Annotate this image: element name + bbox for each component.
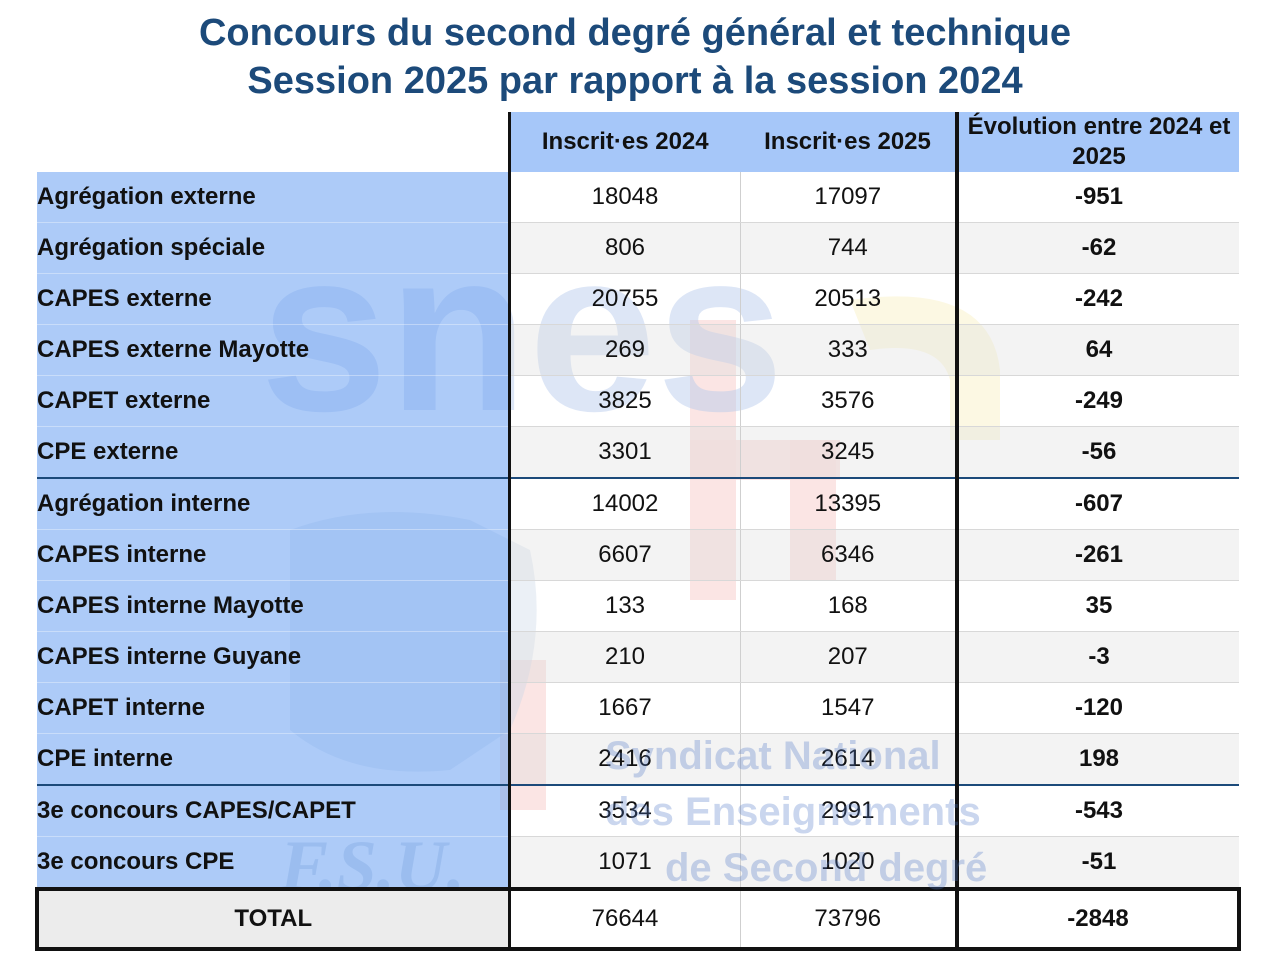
table-row: Agrégation externe 18048 17097 -951 <box>37 172 1239 223</box>
table-row: CAPES interne 6607 6346 -261 <box>37 529 1239 581</box>
header-evolution: Évolution entre 2024 et 2025 <box>955 112 1239 172</box>
cell-evolution: -543 <box>955 785 1239 837</box>
row-label: Agrégation externe <box>37 172 509 223</box>
cell-evolution: -249 <box>955 375 1239 427</box>
row-label: CPE externe <box>37 426 509 479</box>
table-row: CAPES interne Guyane 210 207 -3 <box>37 631 1239 683</box>
row-label: CAPET interne <box>37 682 509 734</box>
cell-2025: 207 <box>739 631 957 683</box>
table-row: CAPES externe 20755 20513 -242 <box>37 273 1239 325</box>
total-2024: 76644 <box>507 887 740 951</box>
table-row: CAPES externe Mayotte 269 333 64 <box>37 324 1239 376</box>
cell-2024: 269 <box>507 324 740 376</box>
row-label: 3e concours CAPES/CAPET <box>37 785 509 837</box>
cell-evolution: -261 <box>955 529 1239 581</box>
cell-2024: 6607 <box>507 529 740 581</box>
total-label: TOTAL <box>35 887 509 951</box>
cell-2024: 210 <box>507 631 740 683</box>
cell-2025: 333 <box>739 324 957 376</box>
cell-2024: 3301 <box>507 426 740 479</box>
cell-2025: 20513 <box>739 273 957 325</box>
table-row: 3e concours CPE 1071 1020 -51 <box>37 836 1239 890</box>
cell-evolution: 35 <box>955 580 1239 632</box>
total-row: TOTAL 76644 73796 -2848 <box>35 887 1241 951</box>
table-row: CPE externe 3301 3245 -56 <box>37 426 1239 479</box>
cell-evolution: -242 <box>955 273 1239 325</box>
row-label: CAPET externe <box>37 375 509 427</box>
page-title-line-1: Concours du second degré général et tech… <box>198 12 1072 54</box>
cell-evolution: -51 <box>955 836 1239 890</box>
cell-evolution: -56 <box>955 426 1239 479</box>
table-row: Agrégation spéciale 806 744 -62 <box>37 222 1239 274</box>
cell-evolution: -120 <box>955 682 1239 734</box>
header-2024: Inscrit·es 2024 <box>507 112 740 172</box>
cell-2025: 1547 <box>739 682 957 734</box>
cell-2024: 2416 <box>507 733 740 786</box>
cell-2024: 3825 <box>507 375 740 427</box>
row-label: Agrégation interne <box>37 478 509 530</box>
cell-2025: 3245 <box>739 426 957 479</box>
row-label: 3e concours CPE <box>37 836 509 890</box>
total-2025: 73796 <box>739 887 957 951</box>
cell-2025: 744 <box>739 222 957 274</box>
total-evolution: -2848 <box>955 887 1241 951</box>
cell-evolution: -3 <box>955 631 1239 683</box>
row-label: CAPES externe Mayotte <box>37 324 509 376</box>
row-label: CAPES externe <box>37 273 509 325</box>
row-label: CPE interne <box>37 733 509 786</box>
cell-2024: 20755 <box>507 273 740 325</box>
cell-evolution: 64 <box>955 324 1239 376</box>
cell-2024: 1071 <box>507 836 740 890</box>
cell-2025: 2614 <box>739 733 957 786</box>
table-row: Agrégation interne 14002 13395 -607 <box>37 478 1239 530</box>
table-row: 3e concours CAPES/CAPET 3534 2991 -543 <box>37 785 1239 837</box>
row-label: CAPES interne Mayotte <box>37 580 509 632</box>
registrations-table: Inscrit·es 2024 Inscrit·es 2025 Évolutio… <box>35 112 1241 951</box>
cell-2025: 3576 <box>739 375 957 427</box>
cell-2025: 1020 <box>739 836 957 890</box>
header-2025: Inscrit·es 2025 <box>740 112 957 172</box>
table-corner <box>37 112 509 172</box>
cell-2025: 168 <box>739 580 957 632</box>
page-title-line-2: Session 2025 par rapport à la session 20… <box>247 60 1023 102</box>
table-body: Agrégation externe 18048 17097 -951 Agrégati… <box>35 172 1241 951</box>
cell-2024: 1667 <box>507 682 740 734</box>
cell-2025: 2991 <box>739 785 957 837</box>
row-label: CAPES interne <box>37 529 509 581</box>
cell-2025: 6346 <box>739 529 957 581</box>
table-row: CAPET interne 1667 1547 -120 <box>37 682 1239 734</box>
cell-evolution: -62 <box>955 222 1239 274</box>
cell-evolution: -951 <box>955 172 1239 223</box>
row-label: Agrégation spéciale <box>37 222 509 274</box>
row-label: CAPES interne Guyane <box>37 631 509 683</box>
cell-2024: 3534 <box>507 785 740 837</box>
cell-evolution: -607 <box>955 478 1239 530</box>
cell-evolution: 198 <box>955 733 1239 786</box>
cell-2024: 806 <box>507 222 740 274</box>
cell-2024: 133 <box>507 580 740 632</box>
table-row: CAPES interne Mayotte 133 168 35 <box>37 580 1239 632</box>
table-row: CPE interne 2416 2614 198 <box>37 733 1239 786</box>
table-header-row: Inscrit·es 2024 Inscrit·es 2025 Évolutio… <box>37 112 1239 172</box>
table-row: CAPET externe 3825 3576 -249 <box>37 375 1239 427</box>
cell-2025: 13395 <box>739 478 957 530</box>
cell-2024: 18048 <box>507 172 740 223</box>
cell-2024: 14002 <box>507 478 740 530</box>
cell-2025: 17097 <box>739 172 957 223</box>
